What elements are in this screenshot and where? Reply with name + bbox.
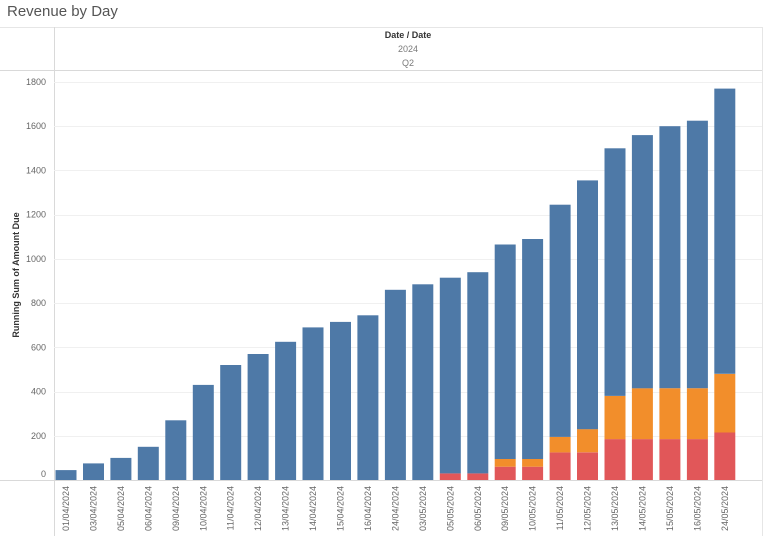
bars (55, 88, 736, 481)
x-tick-label: 09/05/2024 (500, 486, 510, 531)
bar-segment[interactable] (302, 327, 324, 480)
bar-segment[interactable] (686, 439, 708, 480)
x-tick-label: 12/04/2024 (253, 486, 263, 531)
bar-segment[interactable] (631, 439, 653, 480)
bar-segment[interactable] (714, 373, 736, 433)
bar-segment[interactable] (275, 341, 297, 480)
bar-segment[interactable] (55, 470, 77, 480)
x-tick-label: 13/04/2024 (281, 486, 291, 531)
y-tick-label: 1600 (26, 121, 46, 131)
x-tick-label: 06/05/2024 (473, 486, 483, 531)
bar-segment[interactable] (604, 148, 626, 396)
bar-segment[interactable] (686, 388, 708, 440)
x-tick-label: 24/04/2024 (390, 486, 400, 531)
x-tick-label: 11/04/2024 (226, 486, 236, 530)
bar-segment[interactable] (83, 463, 104, 480)
x-tick-label: 03/05/2024 (418, 486, 428, 531)
gridlines (54, 82, 762, 437)
column-header-year: 2024 (397, 44, 419, 54)
bar-segment[interactable] (522, 459, 544, 467)
y-tick-label: 200 (31, 431, 46, 441)
x-tick-label: 15/05/2024 (665, 486, 675, 531)
x-tick-label: 05/05/2024 (445, 486, 455, 531)
bar-segment[interactable] (659, 439, 681, 480)
bar-segment[interactable] (494, 459, 516, 467)
y-tick-label: 1000 (26, 254, 46, 264)
bar-segment[interactable] (604, 396, 626, 440)
bar-segment[interactable] (494, 244, 516, 460)
y-tick-labels: 0 200 400 600 800 1000 1200 1400 1600 1800 (26, 77, 46, 479)
x-tick-label: 01/04/2024 (61, 486, 71, 531)
bar-segment[interactable] (330, 321, 351, 480)
bar-segment[interactable] (412, 284, 434, 480)
y-tick-label: 1800 (26, 77, 46, 87)
column-header-field: Date / Date (384, 30, 432, 40)
y-axis-label: Running Sum of Amount Due (11, 212, 21, 337)
x-tick-label: 03/04/2024 (89, 486, 99, 531)
x-tick-label: 14/04/2024 (308, 486, 318, 531)
x-tick-label: 05/04/2024 (116, 486, 126, 531)
x-tick-label: 24/05/2024 (720, 486, 730, 531)
x-tick-label: 16/05/2024 (692, 486, 702, 531)
column-header-quarter: Q2 (401, 58, 414, 68)
chart-title: Revenue by Day (7, 3, 118, 20)
bar-segment[interactable] (494, 466, 516, 480)
bar-segment[interactable] (714, 88, 736, 374)
bar-segment[interactable] (686, 120, 708, 389)
x-tick-label: 12/05/2024 (583, 486, 593, 531)
bar-segment[interactable] (604, 439, 626, 480)
y-tick-label: 0 (41, 469, 46, 479)
bar-segment[interactable] (165, 420, 187, 480)
bar-segment[interactable] (631, 388, 653, 440)
bar-segment[interactable] (714, 432, 736, 481)
bar-segment[interactable] (357, 315, 379, 480)
bar-segment[interactable] (522, 466, 544, 480)
bar-segment[interactable] (439, 473, 461, 480)
bar-segment[interactable] (522, 239, 544, 459)
bar-segment[interactable] (247, 354, 269, 480)
bar-segment[interactable] (549, 452, 571, 480)
bar-segment[interactable] (577, 429, 598, 453)
bar-segment[interactable] (549, 436, 571, 453)
x-tick-label: 14/05/2024 (637, 486, 647, 531)
bar-segment[interactable] (439, 277, 461, 474)
bar-segment[interactable] (549, 204, 571, 437)
bar-segment[interactable] (577, 452, 598, 480)
bar-segment[interactable] (577, 180, 598, 430)
x-tick-label: 13/05/2024 (610, 486, 620, 531)
x-tick-label: 16/04/2024 (363, 486, 373, 531)
bar-segment[interactable] (659, 126, 681, 389)
bar-segment[interactable] (220, 365, 242, 480)
y-tick-label: 1400 (26, 165, 46, 175)
bar-segment[interactable] (137, 446, 159, 480)
x-tick-labels: 01/04/2024 03/04/2024 05/04/2024 06/04/2024… (61, 486, 730, 531)
bar-segment[interactable] (631, 135, 653, 389)
x-tick-label: 09/04/2024 (171, 486, 181, 531)
y-tick-label: 600 (31, 342, 46, 352)
y-tick-label: 1200 (26, 210, 46, 220)
x-tick-label: 10/04/2024 (198, 486, 208, 531)
bar-segment[interactable] (192, 384, 214, 480)
bar-segment[interactable] (384, 289, 406, 480)
x-tick-label: 10/05/2024 (528, 486, 538, 531)
bar-segment[interactable] (467, 272, 489, 474)
bar-segment[interactable] (467, 473, 489, 480)
x-tick-label: 11/05/2024 (555, 486, 565, 530)
x-tick-label: 15/04/2024 (336, 486, 346, 531)
x-tick-label: 06/04/2024 (143, 486, 153, 531)
bar-segment[interactable] (659, 388, 681, 440)
bar-segment[interactable] (110, 457, 132, 480)
y-tick-label: 400 (31, 387, 46, 397)
y-tick-label: 800 (31, 298, 46, 308)
